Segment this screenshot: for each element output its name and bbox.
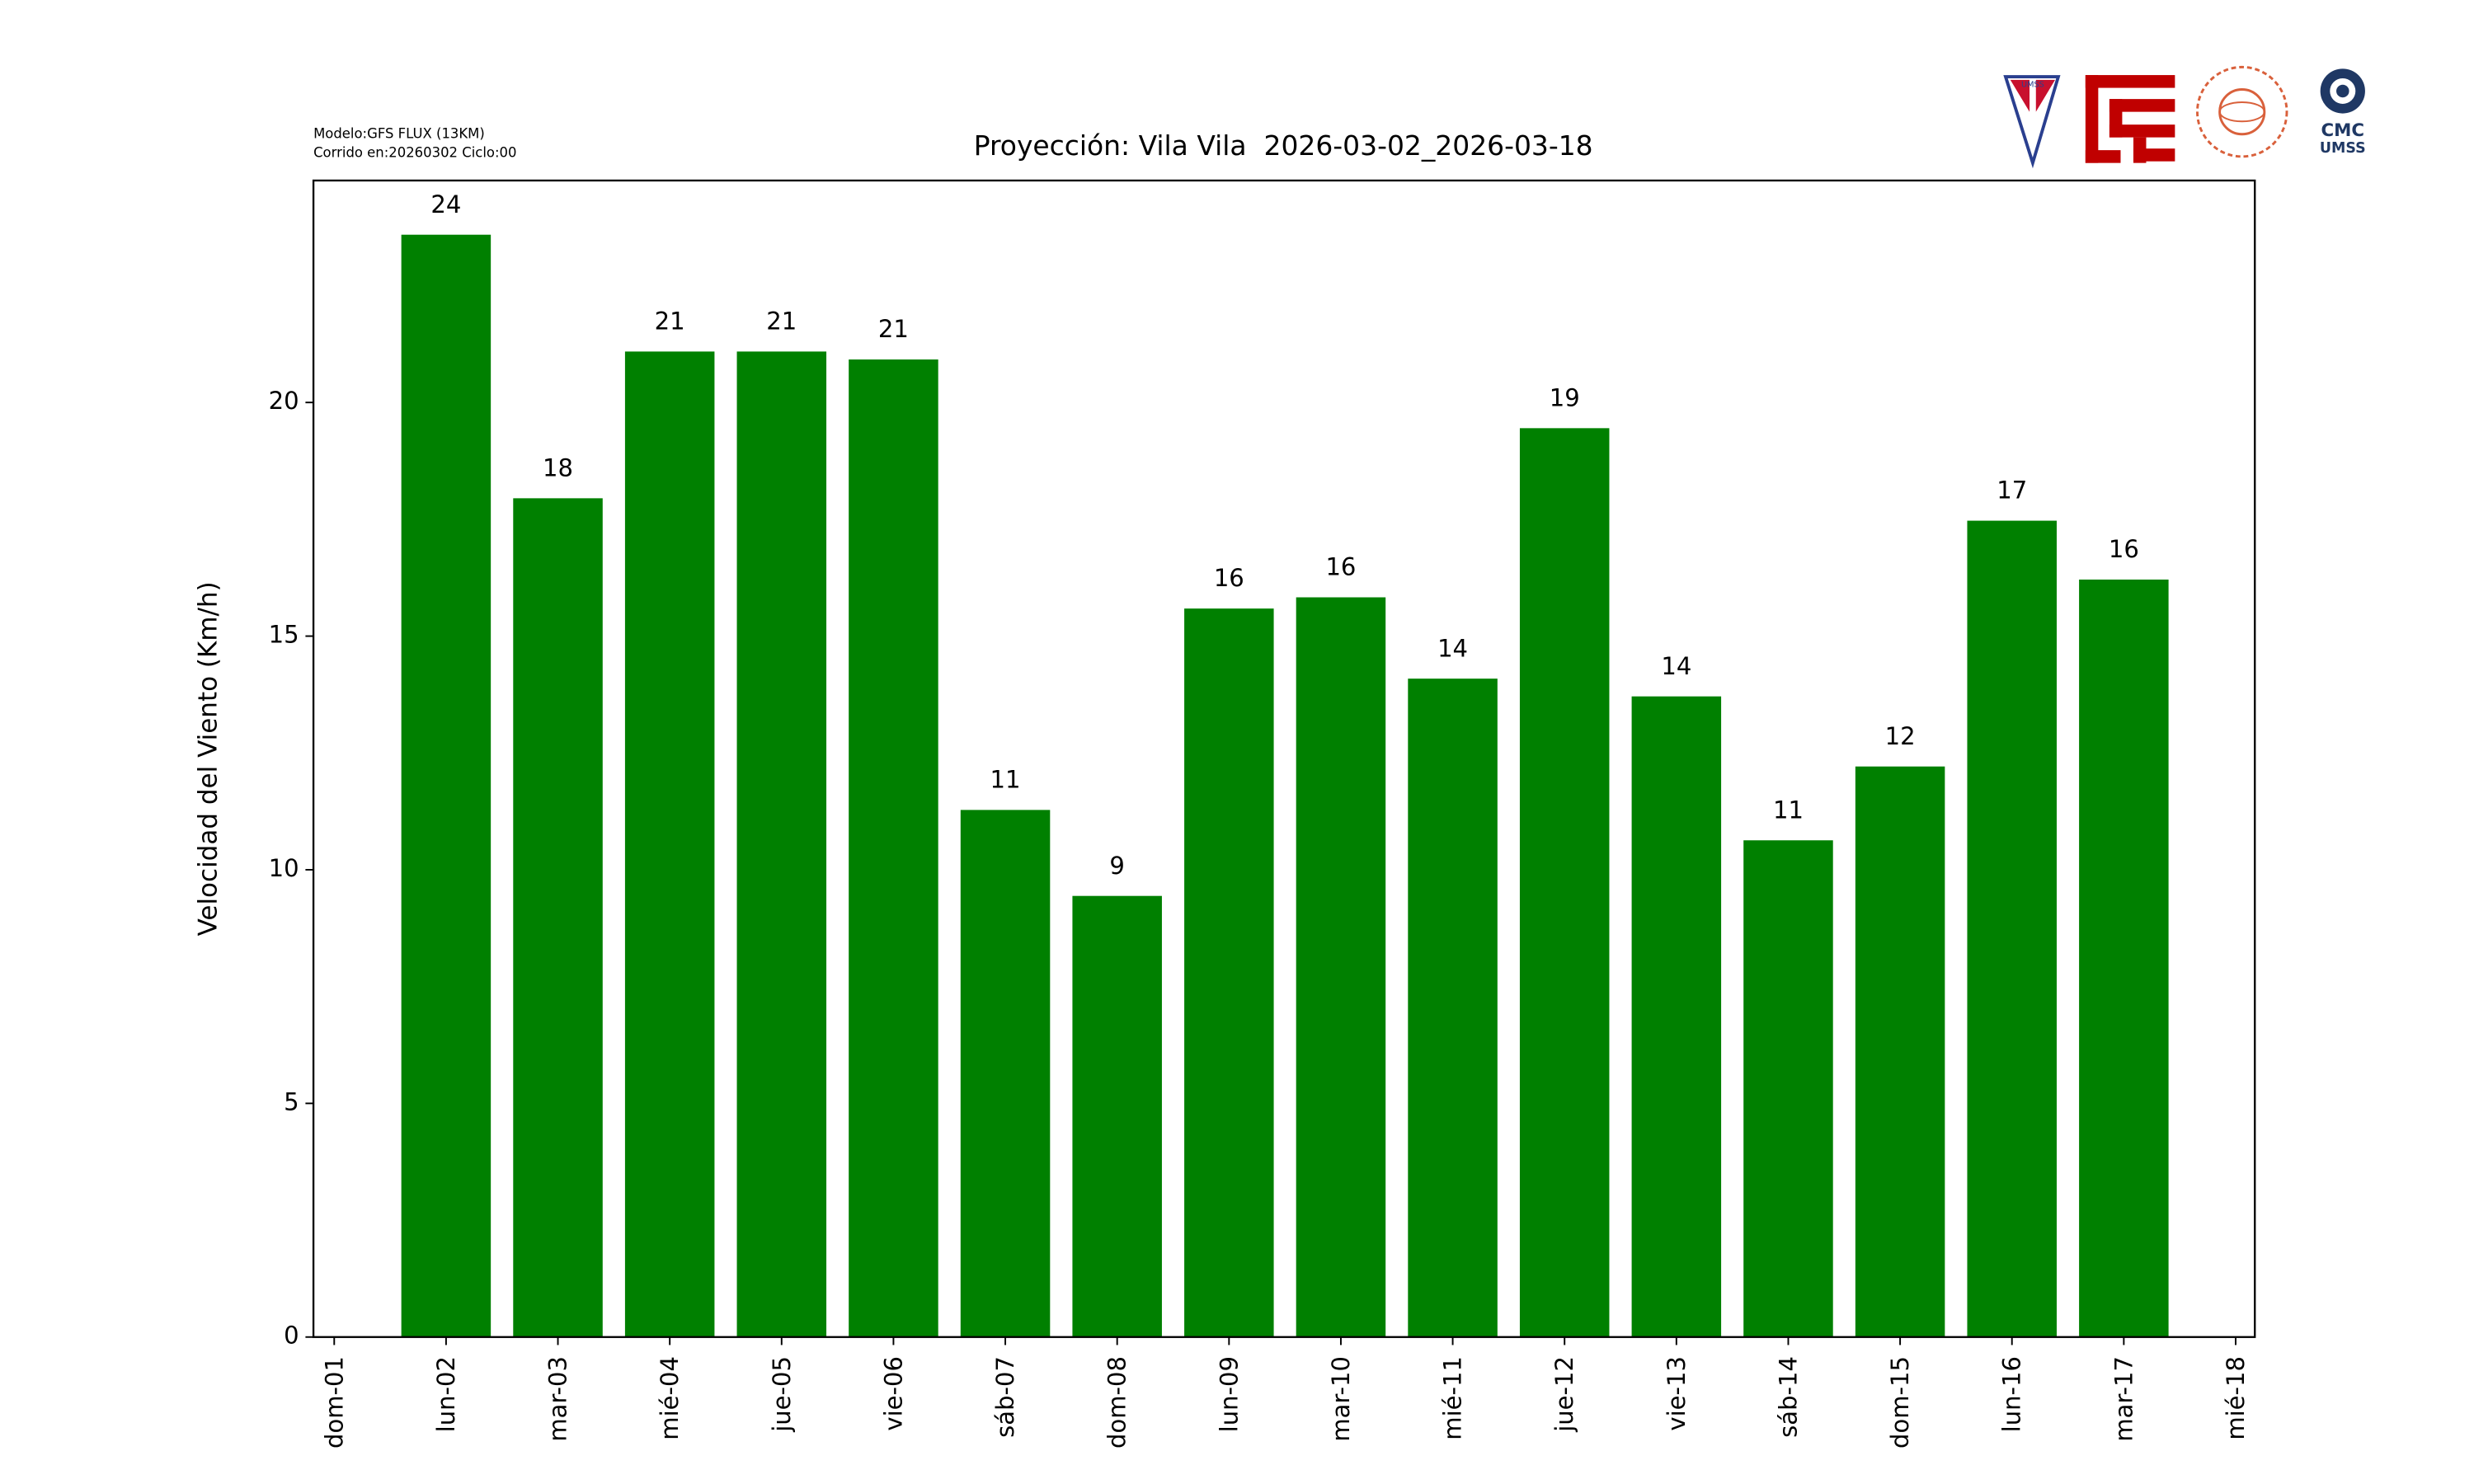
logo-text: CMC (2321, 120, 2364, 141)
x-tick-label: sáb-14 (1774, 1356, 1802, 1438)
x-tick-label: mié-18 (2222, 1356, 2250, 1440)
run-info: Corrido en:20260302 Ciclo:00 (313, 145, 516, 161)
y-tick-label: 20 (269, 387, 299, 415)
x-tick-label: mié-11 (1439, 1356, 1467, 1440)
y-tick-label: 15 (269, 621, 299, 649)
bar (849, 359, 938, 1337)
bar (1296, 597, 1386, 1337)
bar (2079, 579, 2169, 1337)
bar (401, 234, 492, 1337)
plot-frame (312, 179, 2256, 1338)
value-label: 21 (655, 308, 685, 336)
bar (1184, 608, 1274, 1337)
x-tick-label: mar-17 (2109, 1356, 2138, 1442)
model-info: Modelo:GFS FLUX (13KM) (313, 125, 485, 141)
y-tick-label: 10 (269, 854, 299, 882)
y-tick-label: 5 (284, 1087, 299, 1115)
x-tick-label: mié-04 (656, 1356, 684, 1440)
bar (513, 498, 603, 1337)
bar (1519, 428, 1610, 1337)
logo-fcyt (2085, 75, 2175, 163)
x-tick-label: vie-06 (879, 1356, 907, 1431)
bar (1967, 520, 2057, 1337)
x-tick-label: mar-10 (1327, 1356, 1355, 1442)
logo-text: UMSS (2021, 81, 2044, 90)
value-label: 9 (1109, 852, 1124, 880)
value-label: 19 (1550, 383, 1580, 411)
plot-area: 0 5 10 15 20 dom-01 lun-02 24 mar-03 18 mié-04 21 ju… (269, 190, 2250, 1449)
value-label: 14 (1437, 634, 1468, 662)
logo-physics (2196, 65, 2288, 158)
x-tick-label: mar-03 (544, 1356, 572, 1442)
chart-title: Proyección: Vila Vila 2026-03-02_2026-03… (974, 129, 1593, 162)
bar (960, 810, 1051, 1337)
value-label: 12 (1885, 722, 1916, 750)
logo-umss: UMSS (2003, 75, 2061, 169)
value-label: 11 (1773, 796, 1804, 824)
x-tick-label: dom-15 (1886, 1356, 1914, 1449)
value-label: 14 (1661, 652, 1691, 680)
value-label: 18 (543, 453, 573, 481)
bar (1855, 766, 1945, 1337)
value-label: 16 (1325, 553, 1356, 581)
value-label: 16 (1214, 564, 1244, 592)
y-axis-label: Velocidad del Viento (Km/h) (194, 581, 223, 936)
x-tick-label: lun-16 (1998, 1356, 2026, 1432)
value-label: 24 (430, 190, 461, 218)
logo-text: UMSS (2320, 140, 2366, 157)
x-tick-label: jue-05 (768, 1356, 796, 1433)
x-tick-label: dom-08 (1103, 1356, 1131, 1449)
x-tick-label: lun-02 (432, 1356, 460, 1432)
bar (624, 351, 715, 1337)
x-tick-label: jue-12 (1550, 1356, 1578, 1433)
value-label: 21 (766, 308, 797, 336)
y-tick-label: 0 (284, 1322, 299, 1350)
bar (1743, 840, 1833, 1337)
bar (1072, 895, 1162, 1337)
logo-cmc: CMC UMSS (2320, 68, 2366, 157)
value-label: 16 (2109, 535, 2139, 563)
x-tick-label: dom-01 (320, 1356, 348, 1449)
value-label: 21 (878, 315, 909, 343)
bar (1631, 696, 1722, 1337)
x-tick-label: lun-09 (1215, 1356, 1243, 1432)
value-label: 17 (1997, 477, 2027, 505)
value-label: 11 (990, 766, 1021, 794)
bar (1408, 679, 1498, 1337)
x-tick-label: sáb-07 (991, 1356, 1019, 1438)
x-tick-label: vie-13 (1663, 1356, 1691, 1431)
bar (736, 351, 827, 1337)
